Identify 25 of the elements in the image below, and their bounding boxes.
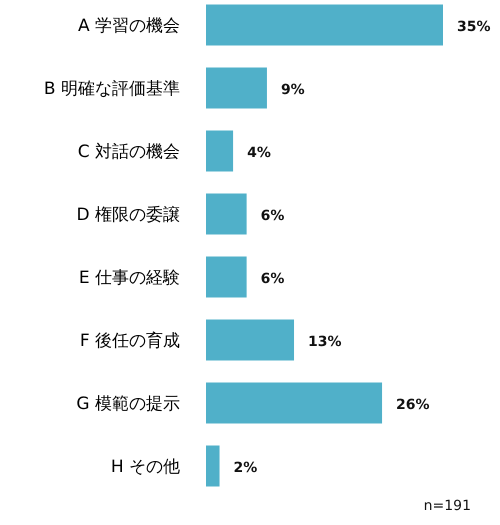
bar	[206, 130, 234, 172]
data-label: 6%	[260, 271, 284, 287]
bar	[206, 320, 294, 360]
y-tick-label: F 後任の育成	[80, 331, 180, 351]
data-label: 13%	[308, 334, 342, 350]
y-tick-label: A 学習の機会	[78, 16, 180, 36]
data-label: 2%	[234, 460, 258, 476]
data-label: 6%	[260, 208, 284, 224]
bar	[206, 4, 443, 46]
data-label: 35%	[457, 19, 491, 35]
data-label: 26%	[396, 397, 430, 413]
data-label: 4%	[247, 145, 271, 161]
bar	[206, 382, 382, 424]
y-tick-label: B 明確な評価基準	[44, 79, 180, 99]
y-tick-label: H その他	[110, 457, 180, 477]
bar	[206, 256, 247, 298]
bar	[206, 446, 220, 486]
data-label: 9%	[280, 82, 305, 98]
annotation: n=191	[424, 498, 471, 514]
y-tick-label: C 対話の機会	[78, 142, 180, 162]
bar	[206, 194, 247, 234]
bar	[206, 68, 267, 108]
y-tick-label: D 権限の委譲	[76, 205, 180, 225]
y-tick-label: G 模範の提示	[76, 394, 180, 414]
y-tick-label: E 仕事の経験	[78, 268, 180, 288]
